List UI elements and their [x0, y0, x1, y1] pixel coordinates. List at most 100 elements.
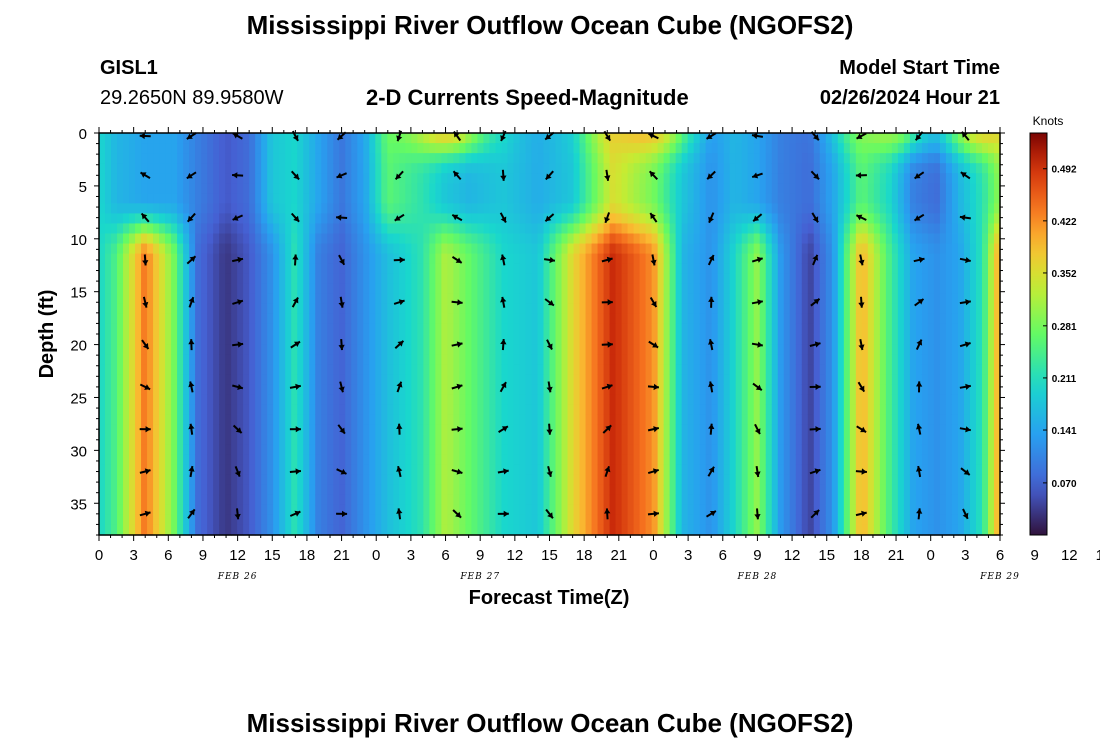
heatmap-cell [663, 253, 671, 265]
heatmap-cell [819, 394, 827, 405]
heatmap-cell [471, 163, 479, 174]
heatmap-cell [675, 474, 683, 486]
heatmap-cell [231, 193, 238, 204]
heatmap-cell [585, 313, 593, 325]
heatmap-cell [813, 384, 821, 395]
heatmap-cell [609, 173, 617, 184]
heatmap-cell [663, 334, 671, 345]
heatmap-cell [681, 354, 689, 365]
heatmap-cell [249, 133, 256, 144]
heatmap-cell [669, 233, 677, 245]
heatmap-cell [111, 173, 118, 184]
heatmap-cell [573, 183, 581, 194]
heatmap-cell [495, 203, 503, 214]
heatmap-cell [363, 344, 370, 355]
heatmap-cell [639, 313, 647, 325]
heatmap-cell [387, 524, 394, 536]
heatmap-cell [813, 273, 821, 285]
heatmap-cell [369, 394, 376, 405]
heatmap-cell [189, 444, 196, 456]
heatmap-cell [291, 494, 298, 506]
heatmap-cell [447, 213, 454, 225]
heatmap-cell [837, 334, 845, 345]
heatmap-cell [669, 223, 677, 235]
heatmap-cell [507, 133, 515, 144]
heatmap-cell [675, 434, 683, 446]
heatmap-cell [111, 424, 118, 436]
heatmap-cell [795, 404, 803, 415]
heatmap-cell [327, 293, 334, 305]
heatmap-cell [147, 283, 154, 295]
heatmap-cell [615, 484, 623, 496]
heatmap-cell [711, 494, 719, 506]
heatmap-cell [417, 253, 424, 265]
heatmap-cell [651, 524, 659, 536]
heatmap-cell [219, 153, 226, 164]
heatmap-cell [699, 253, 707, 265]
heatmap-cell [177, 424, 184, 436]
heatmap-cell [819, 504, 827, 516]
heatmap-cell [645, 233, 653, 245]
heatmap-cell [777, 494, 785, 506]
heatmap-cell [603, 223, 611, 235]
heatmap-cell [681, 193, 689, 204]
heatmap-cell [207, 193, 214, 204]
heatmap-cell [519, 514, 527, 526]
heatmap-cell [651, 193, 659, 204]
heatmap-cell [363, 354, 370, 365]
heatmap-cell [177, 233, 184, 245]
heatmap-cell [747, 334, 755, 345]
heatmap-cell [261, 323, 268, 335]
heatmap-cell [357, 223, 364, 235]
heatmap-cell [231, 364, 238, 375]
heatmap-cell [465, 233, 473, 245]
heatmap-cell [441, 143, 448, 154]
heatmap-cell [501, 323, 509, 335]
heatmap-cell [705, 464, 713, 476]
heatmap-cell [255, 484, 262, 496]
heatmap-cell [369, 334, 376, 345]
heatmap-cell [795, 364, 803, 375]
heatmap-cell [321, 173, 328, 184]
heatmap-cell [831, 514, 839, 526]
heatmap-cell [819, 263, 827, 275]
heatmap-cell [639, 384, 647, 395]
heatmap-cell [381, 394, 388, 405]
heatmap-cell [297, 384, 304, 395]
heatmap-cell [147, 233, 154, 245]
heatmap-cell [327, 183, 334, 194]
heatmap-cell [261, 233, 268, 245]
heatmap-cell [603, 414, 611, 426]
heatmap-cell [333, 203, 340, 214]
heatmap-cell [387, 514, 394, 526]
heatmap-cell [357, 283, 364, 295]
heatmap-cell [207, 213, 214, 225]
heatmap-cell [675, 283, 683, 295]
heatmap-cell [279, 394, 286, 405]
heatmap-cell [729, 474, 737, 486]
heatmap-cell [669, 514, 677, 526]
heatmap-cell [225, 223, 232, 235]
heatmap-cell [99, 434, 106, 446]
heatmap-cell [129, 193, 136, 204]
heatmap-cell [201, 334, 208, 345]
heatmap-cell [549, 143, 557, 154]
heatmap-cell [375, 334, 382, 345]
heatmap-cell [429, 364, 436, 375]
heatmap-cell [567, 223, 575, 235]
heatmap-cell [597, 293, 605, 305]
heatmap-cell [759, 504, 767, 516]
heatmap-cell [555, 464, 563, 476]
heatmap-cell [459, 514, 467, 526]
heatmap-cell [837, 313, 845, 325]
heatmap-cell [483, 253, 491, 265]
heatmap-cell [117, 163, 124, 174]
heatmap-cell [345, 313, 352, 325]
heatmap-cell [765, 173, 773, 184]
heatmap-cell [423, 203, 430, 214]
heatmap-cell [723, 434, 731, 446]
heatmap-cell [507, 303, 515, 315]
heatmap-cell [291, 374, 298, 385]
heatmap-cell [675, 163, 683, 174]
heatmap-cell [105, 223, 112, 235]
